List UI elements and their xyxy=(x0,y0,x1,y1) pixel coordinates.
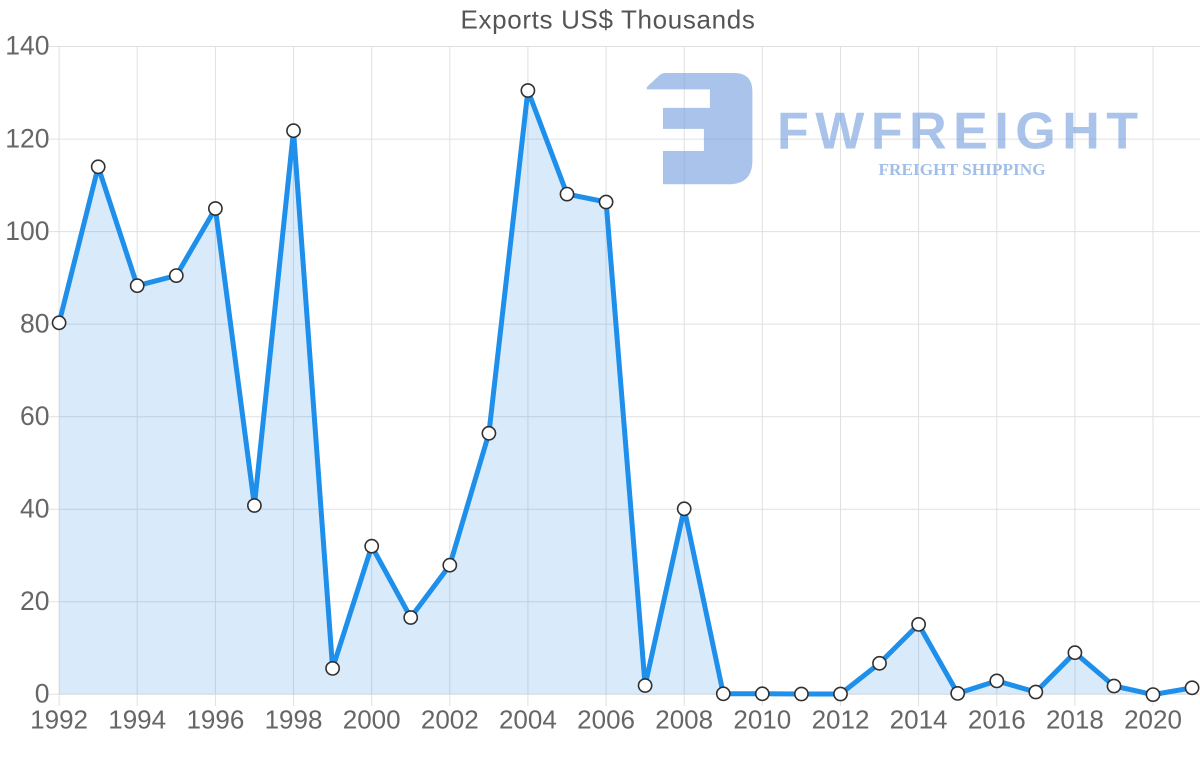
svg-text:1994: 1994 xyxy=(108,705,166,735)
svg-text:0: 0 xyxy=(35,679,50,709)
svg-text:100: 100 xyxy=(5,216,49,246)
svg-text:2016: 2016 xyxy=(968,705,1026,735)
svg-text:FWFREIGHT: FWFREIGHT xyxy=(777,103,1145,161)
svg-text:2010: 2010 xyxy=(733,705,791,735)
svg-text:2000: 2000 xyxy=(343,705,401,735)
svg-text:1992: 1992 xyxy=(30,705,88,735)
svg-text:2020: 2020 xyxy=(1124,705,1182,735)
svg-text:20: 20 xyxy=(20,586,49,616)
svg-text:1996: 1996 xyxy=(186,705,244,735)
svg-text:Exports US$ Thousands: Exports US$ Thousands xyxy=(461,5,756,35)
svg-text:2014: 2014 xyxy=(890,705,948,735)
svg-text:1998: 1998 xyxy=(265,705,323,735)
svg-text:2004: 2004 xyxy=(499,705,557,735)
svg-text:40: 40 xyxy=(20,493,49,523)
svg-text:60: 60 xyxy=(20,401,49,431)
svg-text:2012: 2012 xyxy=(812,705,870,735)
svg-text:120: 120 xyxy=(5,123,49,153)
svg-text:2006: 2006 xyxy=(577,705,635,735)
svg-text:FREIGHT SHIPPING: FREIGHT SHIPPING xyxy=(879,160,1046,179)
svg-text:140: 140 xyxy=(5,31,49,61)
svg-text:2002: 2002 xyxy=(421,705,479,735)
svg-text:2008: 2008 xyxy=(655,705,713,735)
svg-text:2018: 2018 xyxy=(1046,705,1104,735)
svg-text:80: 80 xyxy=(20,308,49,338)
